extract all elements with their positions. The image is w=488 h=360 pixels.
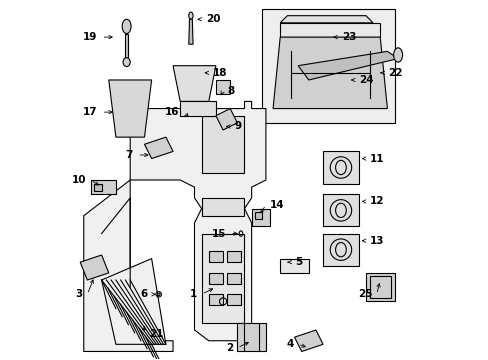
Text: 23: 23 bbox=[341, 32, 355, 42]
Bar bbox=[226, 294, 241, 305]
Bar bbox=[94, 184, 102, 191]
Polygon shape bbox=[298, 51, 397, 80]
Bar bbox=[208, 294, 223, 305]
Polygon shape bbox=[102, 258, 165, 344]
Text: 8: 8 bbox=[227, 86, 234, 96]
Text: 6: 6 bbox=[140, 289, 147, 299]
Text: 3: 3 bbox=[76, 289, 83, 299]
Text: 9: 9 bbox=[234, 121, 241, 131]
Polygon shape bbox=[272, 37, 386, 109]
Bar bbox=[226, 273, 241, 284]
Text: 2: 2 bbox=[225, 343, 233, 353]
Ellipse shape bbox=[393, 48, 402, 62]
Polygon shape bbox=[173, 66, 216, 102]
Bar bbox=[226, 251, 241, 262]
Polygon shape bbox=[323, 194, 358, 226]
Bar bbox=[91, 180, 116, 194]
Text: 1: 1 bbox=[190, 289, 197, 299]
Polygon shape bbox=[144, 137, 173, 158]
Polygon shape bbox=[201, 198, 244, 216]
Bar bbox=[369, 276, 390, 298]
Polygon shape bbox=[80, 255, 108, 280]
Polygon shape bbox=[237, 323, 265, 351]
Polygon shape bbox=[294, 330, 323, 351]
Polygon shape bbox=[280, 23, 380, 37]
Polygon shape bbox=[180, 102, 216, 116]
Polygon shape bbox=[323, 152, 358, 184]
Bar bbox=[251, 208, 269, 226]
Text: 14: 14 bbox=[270, 200, 285, 210]
Bar bbox=[255, 212, 262, 219]
Text: 17: 17 bbox=[82, 107, 97, 117]
Text: 12: 12 bbox=[369, 197, 384, 206]
Text: 24: 24 bbox=[359, 75, 373, 85]
Polygon shape bbox=[188, 19, 193, 44]
Polygon shape bbox=[280, 16, 372, 23]
Text: 21: 21 bbox=[148, 329, 163, 339]
Text: 15: 15 bbox=[211, 229, 225, 239]
Bar bbox=[262, 9, 394, 123]
Polygon shape bbox=[83, 180, 173, 351]
Text: 4: 4 bbox=[286, 339, 293, 349]
Polygon shape bbox=[201, 116, 244, 173]
Text: 16: 16 bbox=[164, 107, 179, 117]
Bar bbox=[208, 251, 223, 262]
Ellipse shape bbox=[123, 58, 130, 67]
Polygon shape bbox=[365, 273, 394, 301]
Text: 19: 19 bbox=[83, 32, 97, 42]
Bar bbox=[208, 273, 223, 284]
Text: 25: 25 bbox=[357, 289, 372, 299]
Text: 22: 22 bbox=[387, 68, 402, 78]
Ellipse shape bbox=[122, 19, 131, 33]
Text: 10: 10 bbox=[72, 175, 86, 185]
Bar bbox=[216, 80, 230, 94]
Text: 13: 13 bbox=[369, 236, 384, 246]
Text: 11: 11 bbox=[369, 154, 384, 163]
Text: 18: 18 bbox=[213, 68, 227, 78]
Ellipse shape bbox=[188, 12, 193, 19]
Polygon shape bbox=[108, 80, 151, 137]
Polygon shape bbox=[216, 109, 237, 130]
Text: 5: 5 bbox=[295, 257, 302, 267]
Text: 7: 7 bbox=[125, 150, 133, 160]
Polygon shape bbox=[280, 258, 308, 273]
Text: 20: 20 bbox=[205, 14, 220, 24]
Polygon shape bbox=[130, 102, 265, 341]
Polygon shape bbox=[124, 33, 128, 62]
Polygon shape bbox=[201, 234, 244, 323]
Polygon shape bbox=[323, 234, 358, 266]
